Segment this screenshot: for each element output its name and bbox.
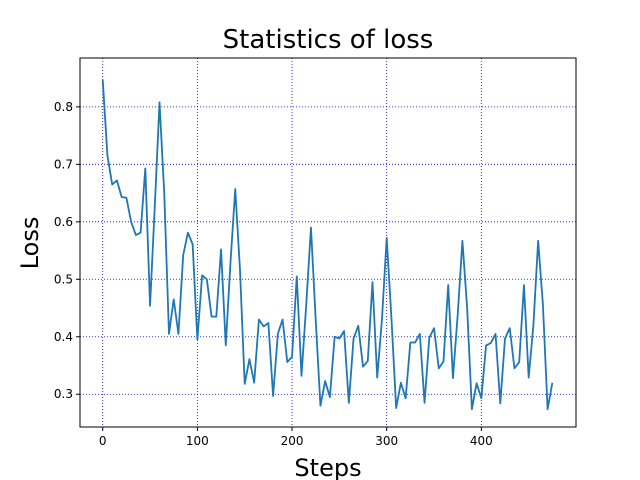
y-axis-label: Loss xyxy=(16,217,44,270)
y-tick-label: 0.5 xyxy=(54,272,73,286)
loss-series-line xyxy=(101,79,554,411)
series-group xyxy=(101,79,554,411)
x-tick-label: 200 xyxy=(281,434,304,448)
x-axis-label: Steps xyxy=(294,454,361,480)
y-tick-label: 0.6 xyxy=(54,215,73,229)
x-tick-label: 0 xyxy=(99,434,107,448)
x-tick-label: 300 xyxy=(375,434,398,448)
grid-lines xyxy=(80,58,576,427)
y-tick-label: 0.4 xyxy=(54,330,73,344)
y-tick-label: 0.7 xyxy=(54,157,73,171)
y-axis-ticks: 0.3 0.4 0.5 0.6 0.7 0.8 xyxy=(54,100,80,401)
chart-title: Statistics of loss xyxy=(223,25,434,55)
x-tick-label: 100 xyxy=(186,434,209,448)
y-tick-label: 0.8 xyxy=(54,100,73,114)
y-tick-label: 0.3 xyxy=(54,387,73,401)
x-tick-label: 400 xyxy=(470,434,493,448)
plot-frame xyxy=(79,57,577,428)
x-axis-ticks: 0 100 200 300 400 xyxy=(99,427,493,448)
